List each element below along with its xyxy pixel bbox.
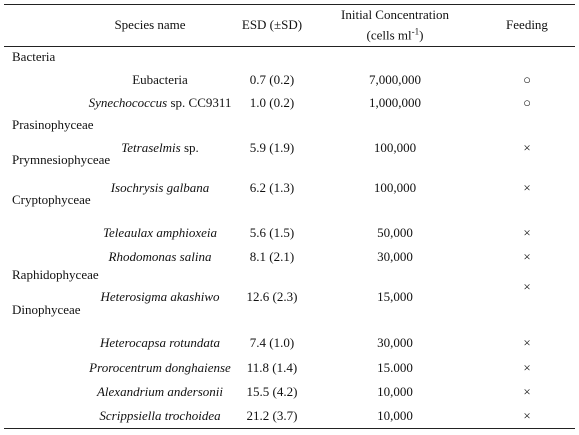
species-name: Prorocentrum donghaiense [20, 360, 300, 376]
bottom-rule [4, 428, 575, 429]
concentration: 10,000 [377, 408, 413, 423]
species-name: Heterocapsa rotundata [20, 335, 300, 351]
feeding: × [523, 279, 531, 294]
concentration: 15,000 [377, 289, 413, 304]
feeding: × [523, 140, 531, 155]
unit-exponent: -1 [411, 26, 420, 37]
species-italic: Tetraselmis [121, 140, 181, 155]
esd: 15.5 (4.2) [246, 384, 298, 399]
esd: 1.0 (0.2) [249, 95, 295, 110]
concentration: 50,000 [377, 225, 413, 240]
species-italic: Prorocentrum donghaiense [89, 360, 231, 375]
header-cell: Initial Concentration [341, 7, 449, 22]
species-name: Teleaulax amphioxeia [20, 225, 300, 241]
esd: 21.2 (3.7) [246, 408, 298, 423]
concentration: 15.000 [377, 360, 413, 375]
feeding: × [523, 384, 531, 399]
species-italic: Isochrysis galbana [110, 180, 210, 195]
feeding: × [523, 335, 531, 350]
species-name: Heterosigma akashiwo [20, 289, 300, 305]
species-italic: Teleaulax amphioxeia [103, 225, 217, 240]
feeding: × [523, 360, 531, 375]
concentration: 100,000 [373, 180, 417, 195]
unit: (cells ml [366, 27, 412, 43]
header-cell: Species name [114, 17, 186, 32]
esd: 5.6 (1.5) [249, 225, 295, 240]
feeding: ○ [523, 72, 531, 87]
group-label: Cryptophyceae [12, 192, 91, 207]
species-name: Scrippsiella trochoidea [20, 408, 300, 424]
species-plain: sp. CC9311 [170, 95, 232, 110]
concentration: 7,000,000 [369, 72, 421, 87]
concentration: 1,000,000 [369, 95, 421, 110]
species-name: Eubacteria [20, 72, 300, 88]
header-cell: (cells ml-1) [320, 26, 470, 43]
species-name: Tetraselmis sp. [20, 140, 300, 156]
species-name: Synechococcus sp. CC9311 [20, 95, 300, 111]
header-cell: ESD (±SD) [241, 17, 303, 32]
species-name: Alexandrium andersonii [20, 384, 300, 400]
esd: 7.4 (1.0) [249, 335, 295, 350]
esd: 11.8 (1.4) [246, 360, 298, 375]
species-name: Rhodomonas salina [20, 249, 300, 265]
concentration: 30,000 [377, 335, 413, 350]
group-label: Raphidophyceae [12, 267, 99, 282]
group-label: Prymnesiophyceae [12, 152, 111, 167]
feeding: × [523, 408, 531, 423]
species-plain: sp. [183, 140, 199, 155]
species-italic: Heterosigma akashiwo [100, 289, 220, 304]
unit: ) [419, 27, 424, 43]
group-label: Bacteria [12, 49, 56, 64]
feeding: × [523, 225, 531, 240]
concentration: 100,000 [373, 140, 417, 155]
esd: 8.1 (2.1) [249, 249, 295, 264]
species-name: Isochrysis galbana [20, 180, 300, 196]
feeding: ○ [523, 95, 531, 110]
feeding: × [523, 249, 531, 264]
species-plain: Eubacteria [132, 72, 188, 87]
feeding: × [523, 180, 531, 195]
species-italic: Synechococcus [88, 95, 168, 110]
esd: 12.6 (2.3) [246, 289, 298, 304]
species-italic: Alexandrium andersonii [96, 384, 223, 399]
species-italic: Rhodomonas salina [108, 249, 212, 264]
concentration: 10,000 [377, 384, 413, 399]
esd: 0.7 (0.2) [249, 72, 295, 87]
esd: 6.2 (1.3) [249, 180, 295, 195]
species-italic: Heterocapsa rotundata [100, 335, 220, 350]
group-label: Dinophyceae [12, 302, 81, 317]
top-rule [4, 4, 575, 5]
esd: 5.9 (1.9) [249, 140, 295, 155]
header-cell: Feeding [506, 17, 548, 32]
concentration: 30,000 [377, 249, 413, 264]
header-rule [4, 46, 575, 47]
species-italic: Scrippsiella trochoidea [99, 408, 221, 423]
group-label: Prasinophyceae [12, 117, 94, 132]
